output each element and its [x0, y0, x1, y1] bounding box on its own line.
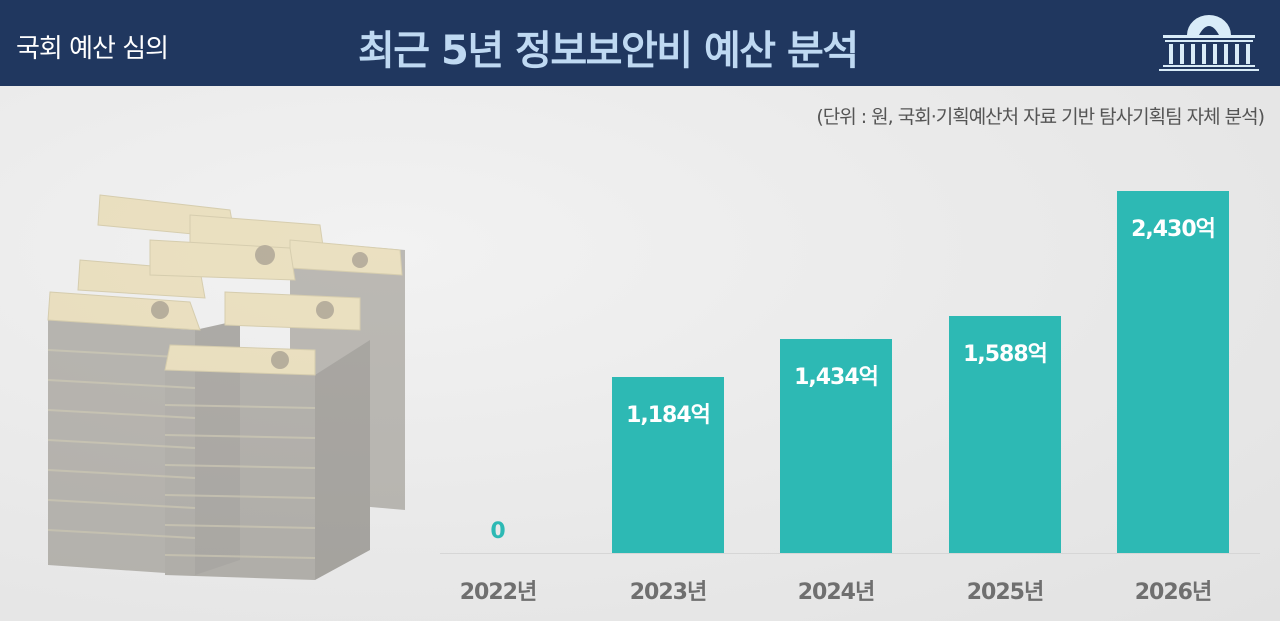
- page-title: 최근 5년 정보보안비 예산 분석: [358, 28, 859, 74]
- x-label-2025: 2025년: [966, 580, 1044, 605]
- x-label-2024: 2024년: [797, 580, 875, 605]
- bar-2023: 1,184억: [612, 377, 724, 553]
- header-subtitle: 국회 예산 심의: [16, 34, 169, 64]
- x-label-2022: 2022년: [459, 580, 537, 605]
- value-label-2026: 2,430억: [1131, 217, 1216, 242]
- header-bar: 국회 예산 심의 최근 5년 정보보안비 예산 분석: [0, 0, 1280, 86]
- bar-2024: 1,434억: [780, 339, 892, 553]
- national-assembly-icon: [1159, 15, 1259, 71]
- value-label-2025: 1,588억: [963, 342, 1048, 367]
- bar-2025: 1,588억: [949, 316, 1061, 553]
- value-label-2024: 1,434억: [794, 365, 879, 390]
- x-label-2023: 2023년: [629, 580, 707, 605]
- source-note: (단위 : 원, 국회·기획예산처 자료 기반 탐사기획팀 자체 분석): [816, 106, 1265, 128]
- money-stack-image: [47, 194, 405, 580]
- bar-2026: 2,430억: [1117, 191, 1229, 553]
- bar-chart: 0 1,184억 1,434억 1,588억 2,430억 2022년 2023…: [440, 86, 1280, 621]
- value-label-2023: 1,184억: [626, 403, 711, 428]
- value-label-2022: 0: [490, 519, 506, 544]
- chart-baseline: [440, 553, 1260, 554]
- x-label-2026: 2026년: [1134, 580, 1212, 605]
